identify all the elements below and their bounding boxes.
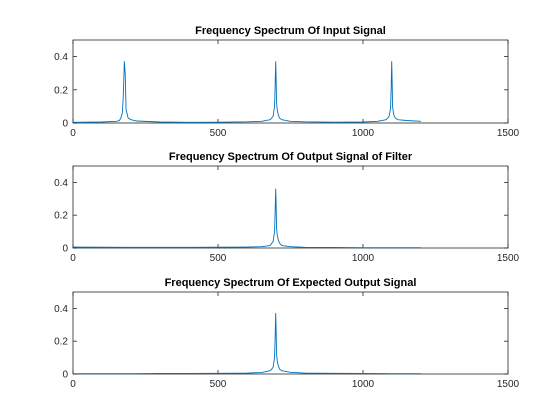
axes-frame xyxy=(72,165,509,249)
x-tick-label: 1000 xyxy=(352,379,375,390)
x-tick-label: 1500 xyxy=(497,379,520,390)
y-tick-label: 0 xyxy=(62,119,68,130)
series-line xyxy=(72,61,422,123)
y-tick-label: 0 xyxy=(62,244,68,255)
x-tick-label: 1500 xyxy=(497,128,520,139)
x-tick-label: 500 xyxy=(210,253,227,264)
x-tick-label: 0 xyxy=(70,379,76,390)
x-tick-label: 500 xyxy=(210,128,227,139)
subplot-2: Frequency Spectrum Of Output Signal of F… xyxy=(54,151,519,264)
chart-title: Frequency Spectrum Of Expected Output Si… xyxy=(165,277,417,289)
subplot-3: Frequency Spectrum Of Expected Output Si… xyxy=(54,277,519,390)
x-tick-label: 1500 xyxy=(497,253,520,264)
y-tick-label: 0.4 xyxy=(54,178,68,189)
y-tick-label: 0.2 xyxy=(54,85,68,96)
subplot-1: Frequency Spectrum Of Input Signal 0 500 10… xyxy=(54,25,519,139)
y-tick-label: 0.2 xyxy=(54,337,68,348)
y-tick-label: 0 xyxy=(62,370,68,381)
x-tick-label: 0 xyxy=(70,253,76,264)
chart-title: Frequency Spectrum Of Input Signal xyxy=(195,25,386,37)
series-line xyxy=(72,188,421,249)
y-tick-label: 0.4 xyxy=(54,304,68,315)
x-tick-label: 1000 xyxy=(352,128,375,139)
y-tick-label: 0.2 xyxy=(54,211,68,222)
x-tick-label: 1000 xyxy=(352,253,375,264)
series-line xyxy=(73,312,421,375)
axes-frame xyxy=(72,39,509,124)
y-tick-label: 0.4 xyxy=(54,52,68,63)
chart-title: Frequency Spectrum Of Output Signal of F… xyxy=(169,151,413,163)
axes-frame xyxy=(72,291,509,375)
x-tick-label: 500 xyxy=(210,379,227,390)
x-tick-label: 0 xyxy=(70,128,76,139)
